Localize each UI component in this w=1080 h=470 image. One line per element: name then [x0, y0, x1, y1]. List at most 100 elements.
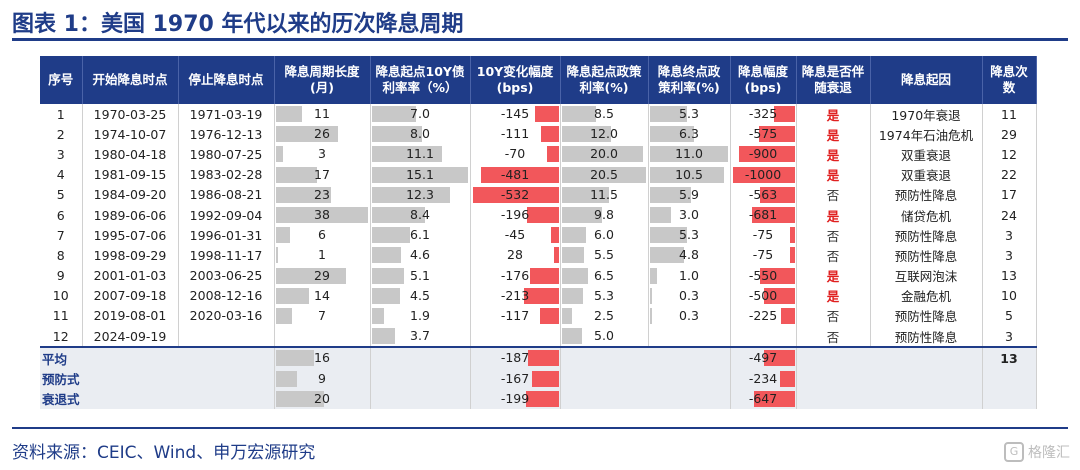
recession-flag: 是 — [796, 204, 871, 226]
cut-cause-value: 金融危机 — [900, 289, 951, 305]
start-10y-yield-value: 15.1 — [406, 166, 434, 182]
end-policy-rate-value: 5.3 — [679, 106, 699, 122]
cycle-length: 14 — [274, 285, 371, 306]
end-date-value: 2020-03-16 — [189, 308, 263, 324]
start-policy-rate-bar — [561, 207, 602, 224]
table-row: 8 1998-09-29 1998-11-17 1 4.6 28 5.5 4.8 -75 否 预防性… — [40, 245, 1037, 266]
start-policy-rate-bar — [561, 307, 572, 324]
summary-length-value: 9 — [318, 370, 326, 386]
start-policy-rate-value: 6.0 — [594, 227, 614, 243]
end-policy-rate: 5.3 — [648, 104, 731, 125]
logo-icon: G — [1004, 442, 1024, 462]
start-policy-rate-bar — [561, 186, 609, 203]
start-10y-yield-bar — [371, 287, 401, 304]
summary-length-value: 16 — [314, 350, 330, 366]
end-policy-rate: 0.3 — [648, 305, 731, 327]
summary-yield-change-value: -199 — [500, 390, 530, 406]
start-policy-rate-bar — [561, 267, 589, 284]
summary-cut-size-value: -497 — [748, 350, 778, 366]
cut-size: -325 — [730, 104, 797, 125]
summary-label-value: 预防式 — [42, 372, 80, 388]
summary-cut-size-bar — [754, 390, 795, 407]
start-10y-yield-value: 8.0 — [410, 126, 430, 142]
cut-size: -500 — [730, 285, 797, 306]
cut-cause: 1970年衰退 — [870, 104, 983, 125]
cut-size-bar — [763, 287, 795, 304]
yield-change-value: -213 — [500, 287, 530, 303]
start-policy-rate-bar — [561, 247, 585, 264]
start-10y-yield-value: 4.5 — [410, 287, 430, 303]
row-number-value: 2 — [56, 126, 65, 142]
start-10y-yield-bar — [371, 328, 396, 345]
table-row: 1 1970-03-25 1971-03-19 11 7.0 -145 8.5 5.3 -325… — [40, 104, 1037, 125]
end-policy-rate: 5.9 — [648, 184, 731, 205]
summary-count — [982, 368, 1037, 389]
start-10y-yield-value: 7.0 — [410, 106, 430, 122]
start-policy-rate-value: 5.3 — [594, 287, 614, 303]
column-header: 降息幅度 (bps) — [730, 56, 797, 104]
cut-cause-value: 双重衰退 — [900, 147, 951, 163]
start-date-value: 2001-01-03 — [93, 268, 167, 284]
start-10y-yield-bar — [371, 146, 443, 163]
end-policy-rate-bar — [649, 106, 688, 123]
start-date: 1995-07-06 — [82, 225, 179, 246]
summary-length-value: 20 — [314, 390, 330, 406]
start-policy-rate: 6.0 — [560, 225, 649, 246]
yield-change-value: -70 — [504, 146, 526, 162]
end-policy-rate-value: 4.8 — [679, 247, 699, 263]
cycle-length-value: 14 — [314, 287, 330, 303]
empty-cell — [560, 388, 731, 409]
cycle-length: 6 — [274, 225, 371, 246]
table-row: 5 1984-09-20 1986-08-21 23 12.3 -532 11.5 5.9 -5… — [40, 184, 1037, 205]
cycle-length-bar — [275, 247, 278, 264]
start-date-value: 2024-09-19 — [93, 328, 167, 344]
summary-count: 13 — [982, 346, 1037, 369]
cut-size-value: -550 — [748, 267, 778, 283]
recession-flag-value: 是 — [826, 168, 840, 184]
cut-count: 22 — [982, 164, 1037, 185]
cut-cause: 预防性降息 — [870, 305, 983, 327]
end-policy-rate-value: 0.3 — [679, 287, 699, 303]
start-10y-yield: 15.1 — [370, 164, 471, 185]
end-date-value: 1996-01-31 — [189, 227, 263, 243]
summary-label: 平均 — [40, 346, 275, 369]
start-10y-yield: 5.1 — [370, 265, 471, 286]
start-date: 1974-10-07 — [82, 124, 179, 145]
yield-change: -481 — [470, 164, 561, 185]
end-policy-rate-value: 5.9 — [679, 186, 699, 202]
cut-size-bar — [732, 166, 795, 183]
summary-yield-change-bar — [526, 390, 559, 407]
summary-yield-change: -199 — [470, 388, 561, 409]
start-date-value: 2007-09-18 — [93, 288, 167, 304]
end-date-value: 1980-07-25 — [189, 146, 263, 162]
cut-count: 17 — [982, 184, 1037, 205]
cycle-length-bar — [275, 146, 283, 163]
summary-yield-change-bar — [528, 350, 559, 367]
recession-flag: 是 — [796, 164, 871, 185]
start-10y-yield-value: 5.1 — [410, 267, 430, 283]
start-10y-yield-bar — [371, 227, 411, 244]
yield-change: -111 — [470, 124, 561, 145]
start-10y-yield: 8.4 — [370, 204, 471, 226]
cycle-length-value: 29 — [314, 267, 330, 283]
start-10y-yield: 6.1 — [370, 225, 471, 246]
cycle-length-value: 3 — [318, 146, 326, 162]
end-date: 1983-02-28 — [178, 164, 275, 185]
recession-flag-value: 是 — [826, 127, 840, 143]
cut-cause: 1974年石油危机 — [870, 124, 983, 145]
yield-change-value: -196 — [500, 207, 530, 223]
start-policy-rate-value: 20.0 — [590, 146, 618, 162]
start-policy-rate: 11.5 — [560, 184, 649, 205]
row-number-value: 11 — [52, 308, 69, 324]
end-date-value: 1986-08-21 — [189, 187, 263, 203]
start-10y-yield-bar — [371, 126, 423, 143]
recession-flag: 否 — [796, 305, 871, 327]
cycle-length-bar — [275, 126, 339, 143]
start-date: 1970-03-25 — [82, 104, 179, 125]
row-number-value: 1 — [56, 106, 65, 122]
yield-change-bar — [530, 267, 559, 284]
yield-change-bar — [547, 146, 559, 163]
summary-yield-change: -167 — [470, 368, 561, 389]
start-10y-yield: 7.0 — [370, 104, 471, 125]
cycle-length-bar — [275, 207, 368, 224]
